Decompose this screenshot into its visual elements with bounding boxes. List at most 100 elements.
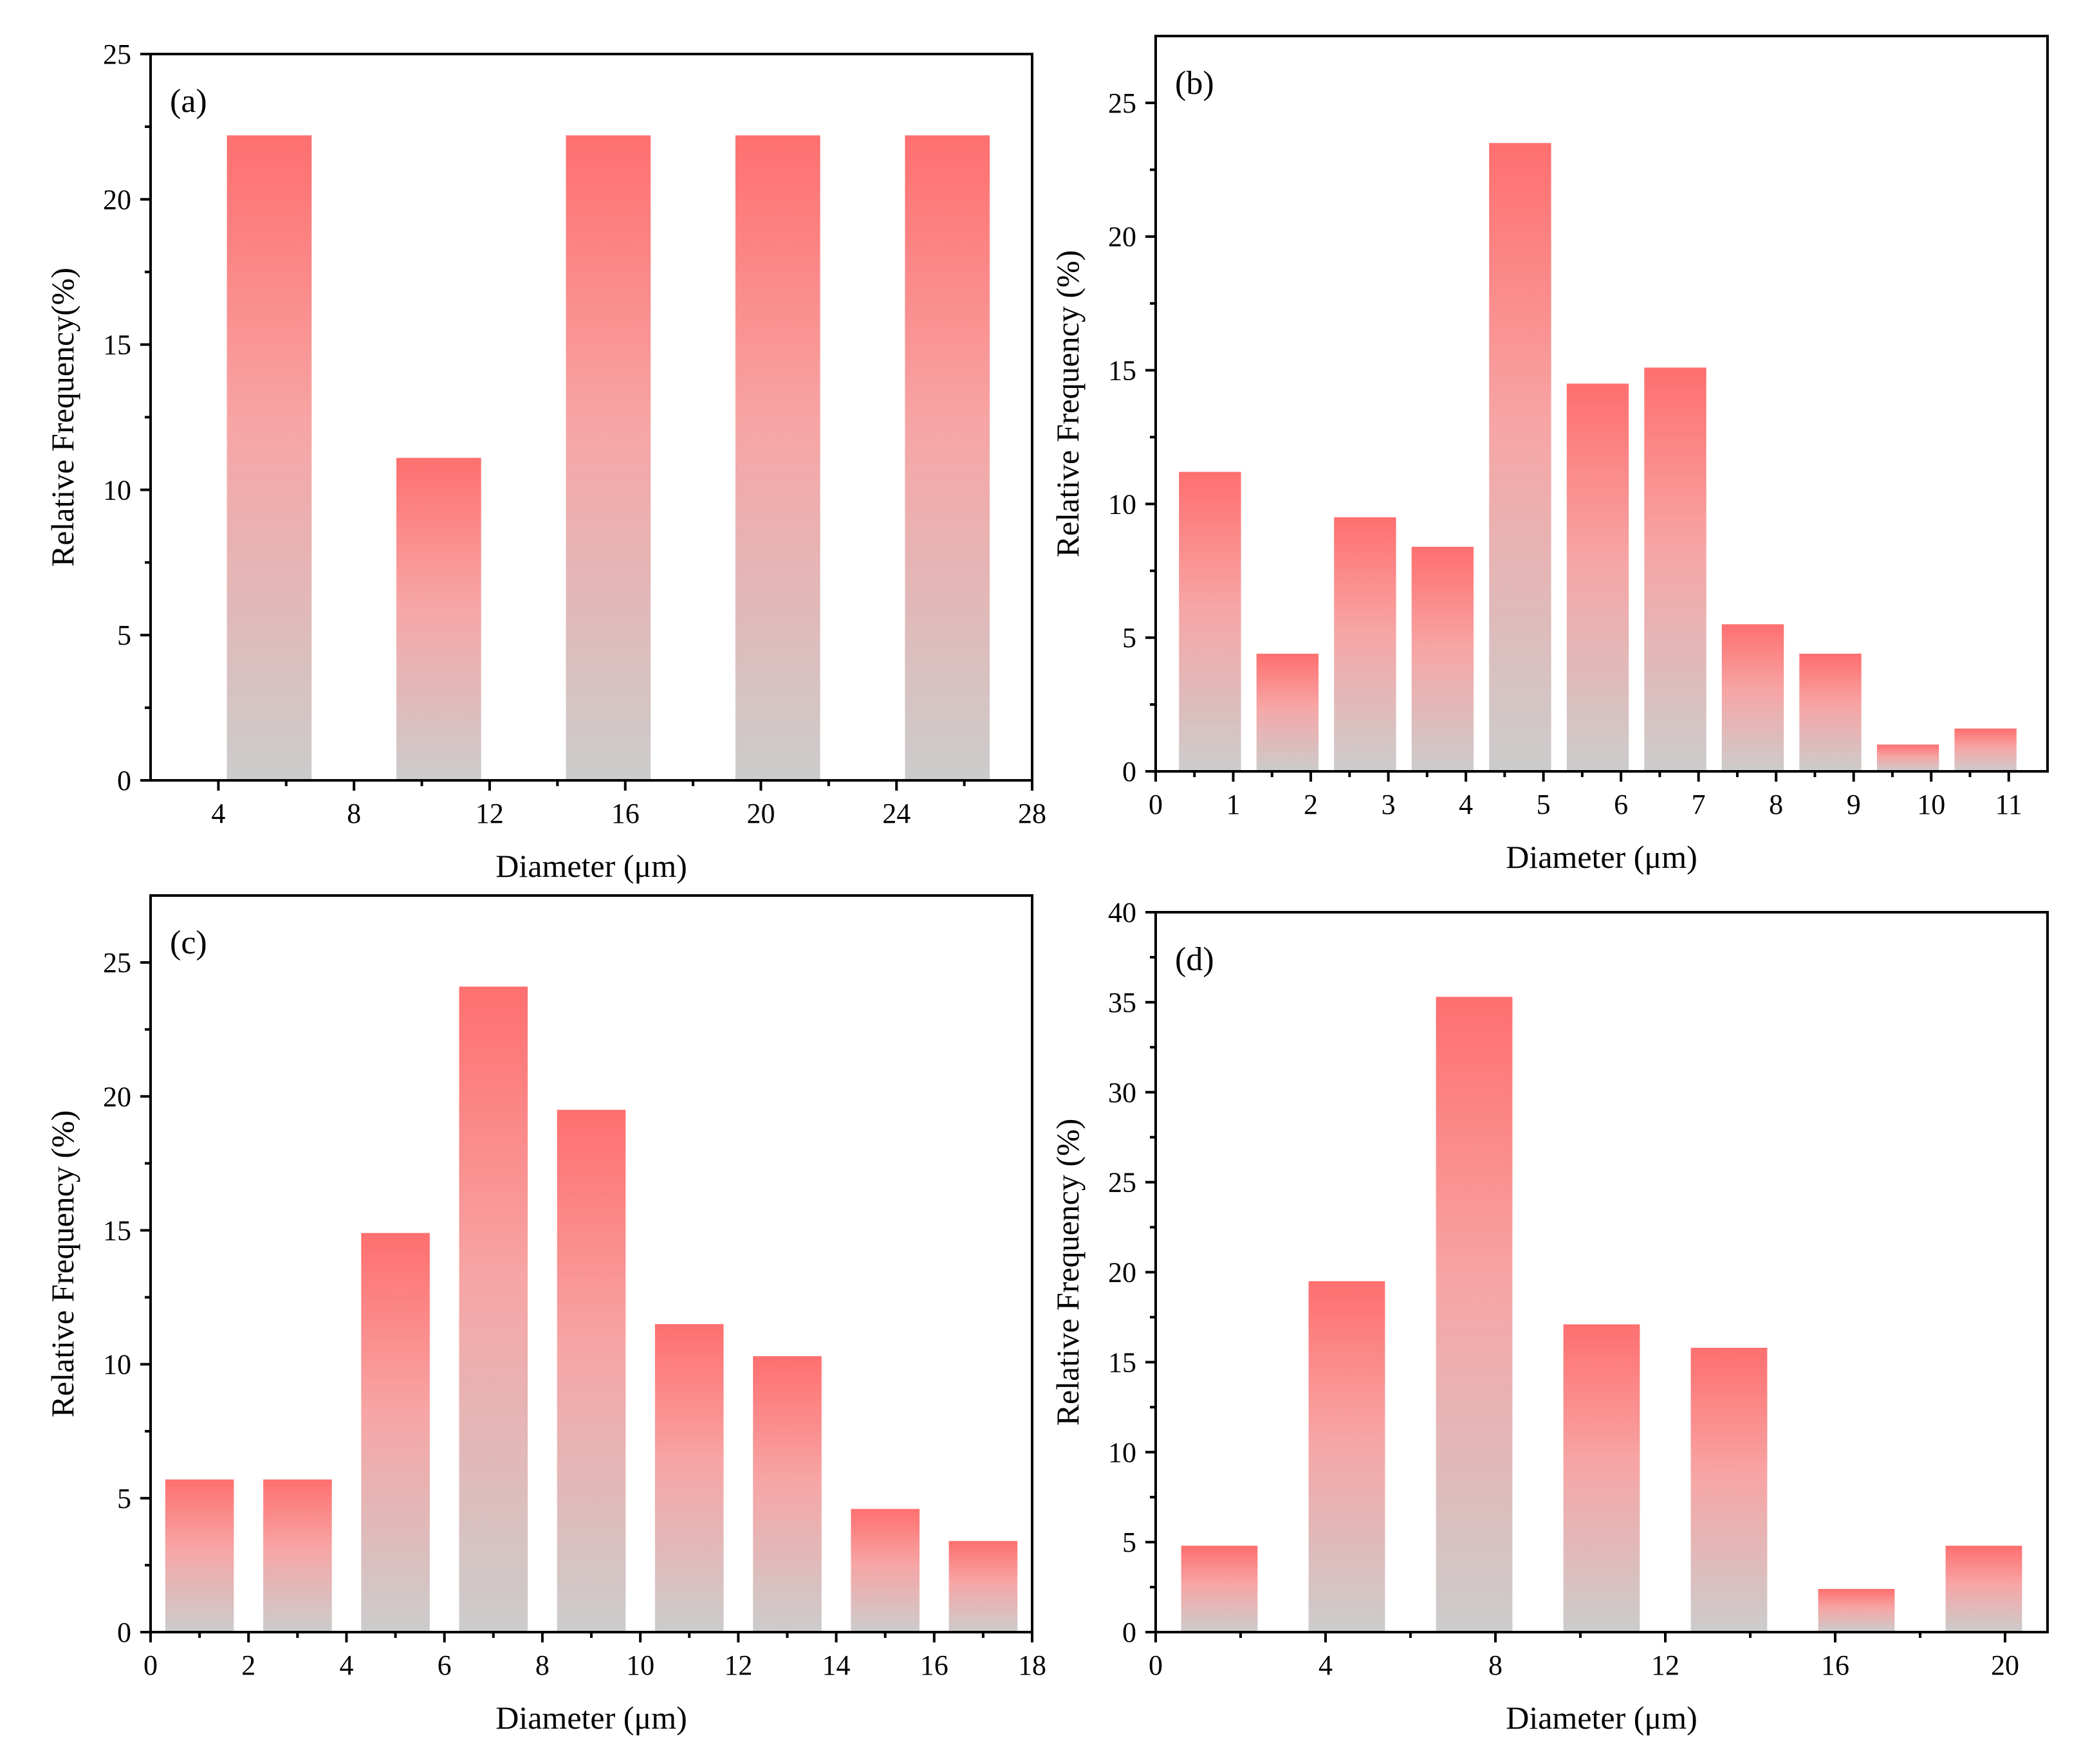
y-tick-label: 5 [117,620,131,651]
bar [1489,143,1551,772]
x-tick-label: 8 [347,798,361,829]
y-tick-label: 15 [1108,1346,1136,1378]
y-tick-label: 5 [1122,1527,1136,1558]
x-tick-label: 8 [535,1649,550,1681]
bar [654,1324,724,1632]
bar [1876,744,1939,771]
bar [361,1233,430,1632]
panel-label: (c) [170,924,207,961]
chart-panel-a: 4 8 12 16 20 24 28 0 5 10 15 20 25 Diameter (μm) Relat… [44,39,1046,884]
x-tick-label: 6 [438,1649,452,1681]
bar [735,135,820,780]
x-tick-label: 0 [1149,1649,1163,1681]
x-tick-label: 7 [1692,789,1706,820]
bar [1563,1324,1640,1632]
y-tick-label: 25 [103,39,131,70]
y-tick-label: 0 [1122,1617,1136,1648]
bar [396,457,481,780]
x-tick-label: 6 [1614,789,1628,820]
y-tick-label: 10 [103,474,131,506]
chart-panel-b: 0 1 2 3 4 5 6 7 8 9 10 11 0 5 10 15 20 25 Diameter (μm) Rel… [1050,35,2049,875]
bar [753,1356,822,1632]
bar [948,1541,1018,1632]
x-tick-label: 9 [1847,789,1861,820]
x-tick-label: 4 [1459,789,1473,820]
y-tick-label: 10 [103,1349,131,1381]
x-tick-label: 11 [1995,789,2022,820]
chart-panel-c: 0 2 4 6 8 10 12 14 16 18 0 5 10 15 20 25 Diameter (μm) Re… [44,894,1046,1736]
y-tick-label: 0 [1122,756,1136,787]
x-tick-label: 16 [1821,1649,1849,1681]
bar [459,986,528,1632]
bar [1181,1545,1258,1632]
x-tick-label: 12 [476,798,504,829]
x-tick-label: 24 [882,798,911,829]
x-tick-label: 4 [211,798,225,829]
y-tick-label: 20 [103,1081,131,1112]
y-tick-label: 25 [1108,87,1136,119]
x-tick-label: 20 [746,798,775,829]
x-tick-label: 8 [1488,1649,1503,1681]
plot-frame [1154,35,2049,773]
x-tick-label: 0 [143,1649,158,1681]
y-axis-title: Relative Frequency (%) [44,1110,80,1418]
panel-label: (a) [170,83,207,120]
x-tick-label: 4 [339,1649,353,1681]
y-axis-title: Relative Frequency (%) [1050,1119,1086,1426]
x-axis-title: Diameter (μm) [1506,1700,1697,1736]
x-axis-title: Diameter (μm) [495,848,687,884]
x-tick-label: 4 [1318,1649,1333,1681]
x-tick-label: 28 [1018,798,1046,829]
y-tick-label: 30 [1108,1077,1136,1108]
y-tick-label: 40 [1108,897,1136,928]
y-tick-label: 20 [1108,221,1136,253]
x-tick-label: 0 [1149,789,1163,820]
y-axis-title: Relative Frequency(%) [44,268,80,567]
bar [165,1479,234,1632]
x-tick-label: 3 [1382,789,1396,820]
bar [1954,728,2017,771]
y-tick-label: 15 [103,1215,131,1246]
bar [1411,546,1474,771]
bar [1945,1545,2022,1632]
x-tick-label: 10 [626,1649,654,1681]
bar [1690,1348,1768,1632]
y-tick-label: 25 [1108,1167,1136,1199]
bar [851,1509,920,1632]
bar [1308,1281,1385,1632]
bar [566,135,651,780]
y-tick-label: 0 [117,1617,131,1648]
y-tick-label: 35 [1108,987,1136,1018]
x-tick-label: 16 [611,798,640,829]
y-tick-label: 25 [103,947,131,978]
y-tick-label: 10 [1108,488,1136,520]
bar [1334,517,1396,771]
x-tick-label: 12 [724,1649,752,1681]
x-tick-label: 10 [1917,789,1945,820]
y-tick-label: 20 [1108,1257,1136,1289]
x-axis-title: Diameter (μm) [495,1700,687,1736]
bar [1644,367,1706,771]
y-tick-label: 5 [1122,622,1136,654]
y-tick-label: 10 [1108,1437,1136,1468]
y-axis-title: Relative Frequency (%) [1050,250,1086,558]
y-tick-label: 15 [1108,355,1136,387]
bar [1818,1588,1895,1632]
bar [263,1479,332,1632]
bar [1721,624,1784,771]
y-tick-label: 0 [117,765,131,796]
x-tick-label: 8 [1769,789,1783,820]
x-tick-label: 18 [1018,1649,1046,1681]
bar [1799,654,1862,771]
x-tick-label: 12 [1651,1649,1679,1681]
bar [557,1110,626,1632]
bar [1256,654,1319,771]
y-tick-label: 15 [103,329,131,361]
bar [1436,997,1513,1632]
x-axis-title: Diameter (μm) [1506,839,1697,875]
x-tick-label: 2 [241,1649,255,1681]
bar [1179,472,1241,771]
chart-panel-d: 0 4 8 12 16 20 0 5 10 15 20 25 30 35 40 Diameter (μm) Re… [1050,897,2049,1736]
